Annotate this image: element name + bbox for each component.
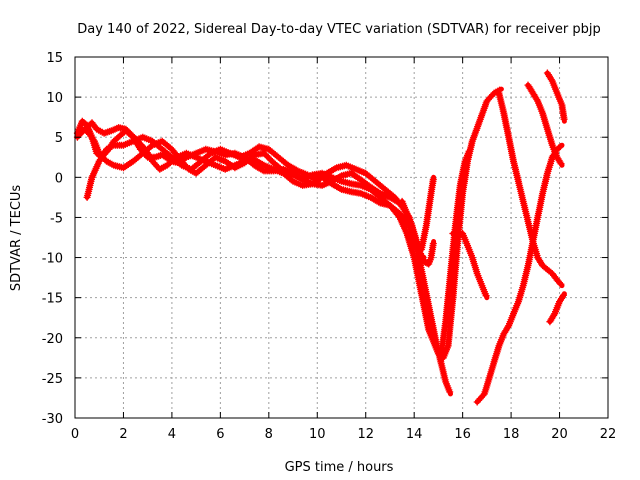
data-point-marker xyxy=(287,176,295,184)
chart-title: Day 140 of 2022, Sidereal Day-to-day VTE… xyxy=(77,22,601,37)
series-arc11 xyxy=(543,69,568,124)
x-tick-label: 12 xyxy=(357,427,374,442)
y-tick-label: 5 xyxy=(55,131,63,146)
x-tick-label: 2 xyxy=(119,427,127,442)
data-point-marker xyxy=(550,311,558,319)
axes: 0 2 4 6 8 10 12 14 16 18 20 22 15 10 5 0 -5 -10 -15 -20 -25 -… xyxy=(42,51,617,442)
x-tick-label: 8 xyxy=(265,427,273,442)
series-arc4 xyxy=(73,119,427,261)
series-arc9 xyxy=(495,89,565,289)
x-tick-label: 16 xyxy=(454,427,471,442)
data-point-marker xyxy=(556,279,563,287)
series-arc6 xyxy=(437,146,473,362)
data-point-marker xyxy=(533,96,541,103)
data-point-marker xyxy=(560,115,568,123)
y-tick-label: -5 xyxy=(50,211,63,226)
data-point-marker xyxy=(418,252,426,260)
x-tick-label: 0 xyxy=(71,427,79,442)
series-arc7 xyxy=(449,230,490,301)
data-point-marker xyxy=(547,76,555,83)
y-tick-label: -30 xyxy=(42,412,63,427)
data-point-marker xyxy=(479,392,487,399)
y-tick-label: 10 xyxy=(46,91,63,106)
plot-frame xyxy=(74,56,609,419)
data-point-marker xyxy=(465,147,473,155)
x-axis-label: GPS time / hours xyxy=(285,460,394,475)
data-point-marker xyxy=(446,388,454,396)
series-arc12 xyxy=(546,291,567,326)
data-point-marker xyxy=(429,175,437,183)
series-arc10 xyxy=(524,81,565,168)
plot-area xyxy=(73,69,568,406)
data-point-marker xyxy=(336,184,344,192)
data-point-marker xyxy=(556,143,564,151)
x-tick-label: 20 xyxy=(551,427,568,442)
x-tick-label: 14 xyxy=(406,427,423,442)
x-tick-label: 22 xyxy=(600,427,617,442)
data-point-marker xyxy=(482,292,490,300)
x-tick-label: 18 xyxy=(503,427,520,442)
y-tick-label: 15 xyxy=(46,51,63,66)
data-point-marker xyxy=(556,158,564,166)
data-point-marker xyxy=(557,160,565,168)
x-tick-label: 10 xyxy=(309,427,326,442)
data-point-marker xyxy=(504,323,512,331)
x-tick-label: 4 xyxy=(168,427,176,442)
y-axis-label: SDTVAR / TECUs xyxy=(9,185,24,292)
y-tick-label: -10 xyxy=(42,252,63,267)
y-tick-label: -20 xyxy=(42,332,63,347)
data-point-marker xyxy=(559,291,567,299)
data-point-marker xyxy=(557,280,565,288)
data-point-marker xyxy=(559,293,566,301)
y-tick-label: -15 xyxy=(42,292,63,307)
x-tick-label: 6 xyxy=(216,427,224,442)
data-point-marker xyxy=(429,240,437,247)
y-tick-label: 0 xyxy=(55,171,63,186)
data-point-marker xyxy=(147,143,155,151)
y-tick-label: -25 xyxy=(42,372,63,387)
series-arc5 xyxy=(398,174,437,253)
